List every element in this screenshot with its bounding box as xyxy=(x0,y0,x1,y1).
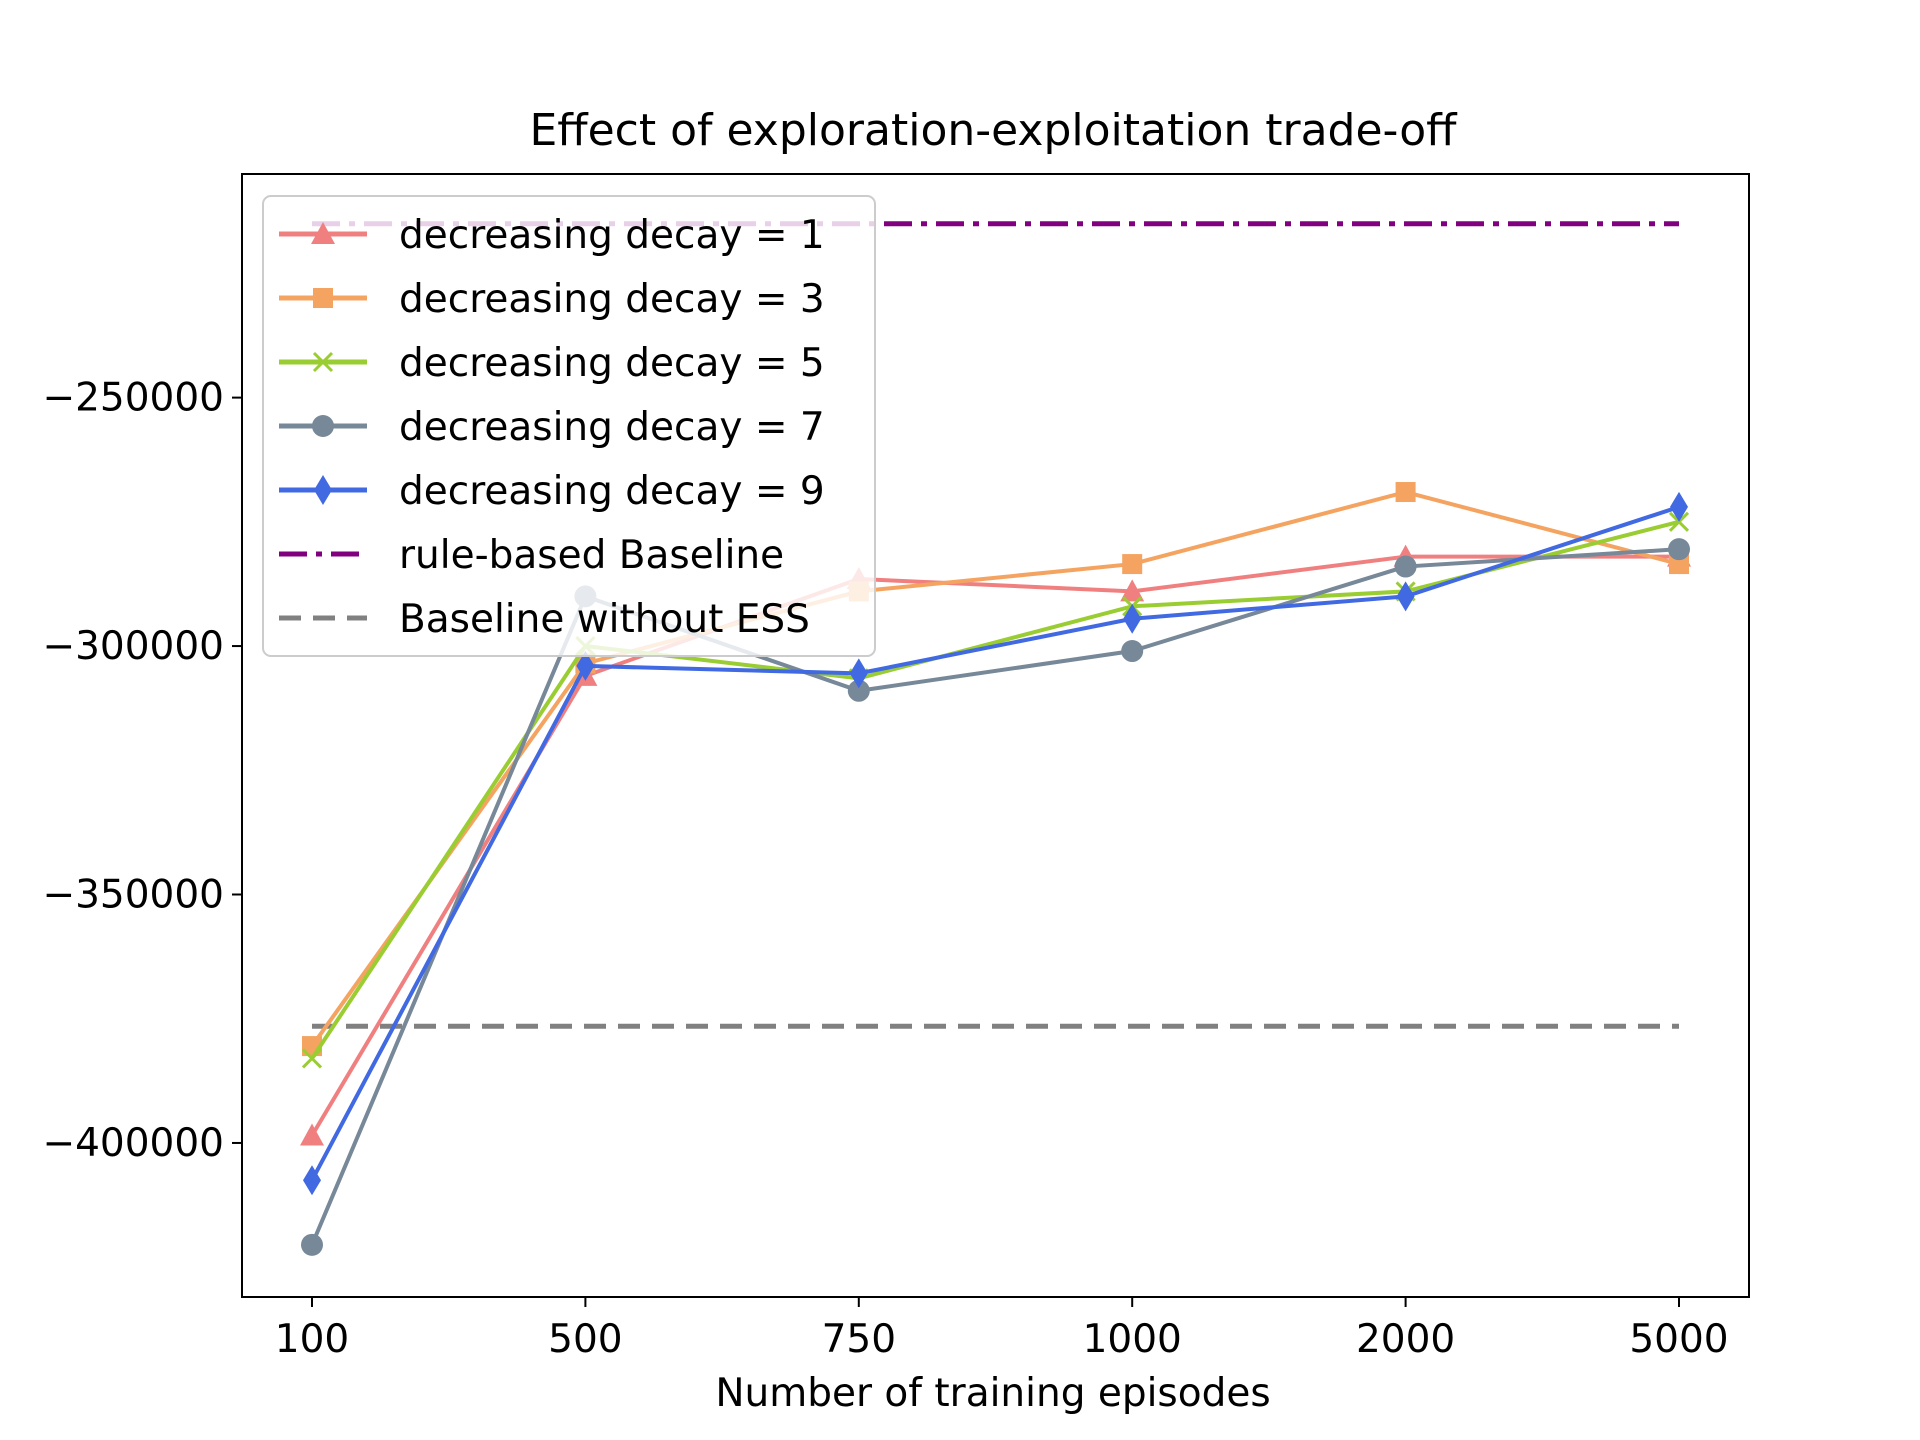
chart-title: Effect of exploration-exploitation trade… xyxy=(530,105,1459,156)
data-point xyxy=(1670,491,1688,522)
data-point xyxy=(1394,555,1417,578)
x-tick-label: 1000 xyxy=(1083,1317,1182,1362)
plot-area: 100 500 750 1000 2000 5000 −250000 −300000 −3500… xyxy=(42,173,1750,1362)
y-tick-label: −300000 xyxy=(42,624,224,669)
legend-label: decreasing decay = 5 xyxy=(399,341,825,386)
x-tick-label: 100 xyxy=(275,1317,349,1362)
y-tick-label: −250000 xyxy=(42,376,224,421)
data-point xyxy=(1668,538,1690,561)
data-point xyxy=(1123,603,1142,634)
data-point xyxy=(303,1165,321,1196)
legend-label: Baseline without ESS xyxy=(399,597,810,642)
data-point xyxy=(1395,482,1416,503)
series-line xyxy=(310,547,1680,1246)
y-tick-label: −350000 xyxy=(42,873,224,918)
legend-marker xyxy=(313,288,333,308)
series-line xyxy=(310,489,1680,1048)
legend-marker xyxy=(312,351,334,373)
plot-frame xyxy=(241,173,1750,1298)
data-point xyxy=(1396,581,1415,612)
legend-label: decreasing decay = 9 xyxy=(399,469,825,514)
data-point xyxy=(301,1048,323,1069)
legend-label: decreasing decay = 7 xyxy=(399,405,825,450)
data-point xyxy=(1121,640,1144,663)
legend-marker xyxy=(311,222,335,244)
x-tick-label: 500 xyxy=(548,1317,622,1362)
x-tick-label: 750 xyxy=(822,1317,896,1362)
legend-marker xyxy=(314,475,332,505)
data-point xyxy=(849,658,868,689)
data-point xyxy=(1120,579,1145,602)
legend-box xyxy=(262,195,876,657)
x-tick-label: 2000 xyxy=(1356,1317,1455,1362)
x-tick-label: 5000 xyxy=(1629,1317,1728,1362)
data-point xyxy=(847,679,870,702)
data-point xyxy=(1122,554,1143,575)
data-point xyxy=(576,650,595,681)
legend-label: rule-based Baseline xyxy=(399,533,784,578)
legend-label: decreasing decay = 3 xyxy=(399,277,825,322)
data-point xyxy=(1669,554,1689,575)
y-tick-label: −400000 xyxy=(42,1121,224,1166)
x-axis-label: Number of training episodes xyxy=(715,1371,1270,1416)
legend-marker xyxy=(312,415,334,437)
legend-label: decreasing decay = 1 xyxy=(399,213,825,258)
data-point xyxy=(301,1233,323,1256)
legend: decreasing decay = 1 decreasing decay = 3… xyxy=(262,195,876,657)
series-line xyxy=(310,505,1680,1182)
data-point xyxy=(300,1123,324,1146)
